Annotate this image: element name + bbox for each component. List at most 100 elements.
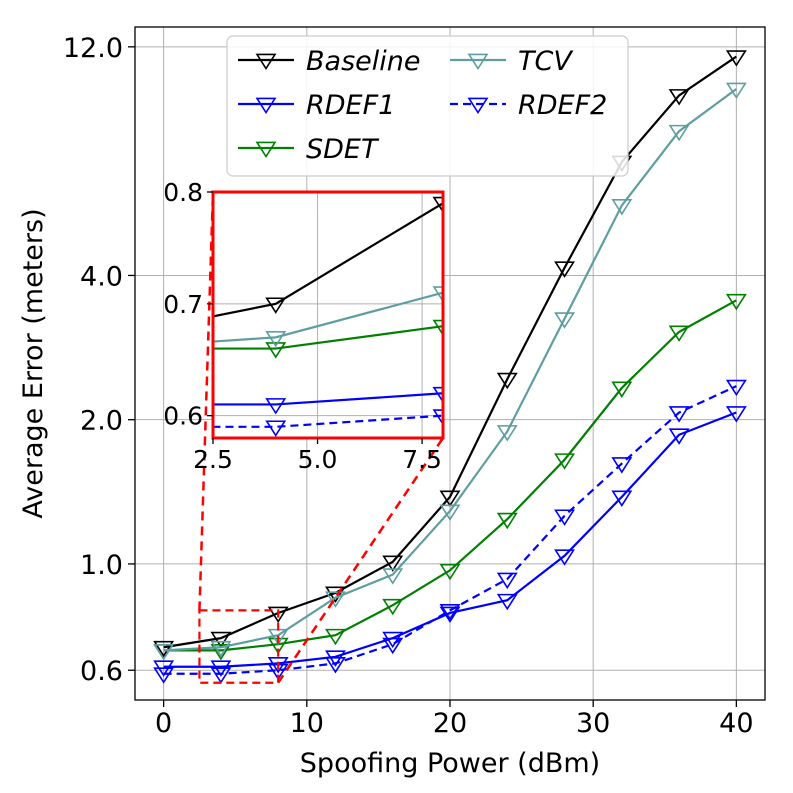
inset-series-rdef1 [213,386,443,415]
legend-label: RDEF2 [518,90,607,121]
series-line-baseline [163,55,737,649]
legend-item-baseline: Baseline [238,46,420,77]
legend-marker [255,97,277,115]
inset-series-sdet [213,287,619,359]
legend-item-rdef2: RDEF2 [450,90,607,121]
series-line-tcv [163,88,738,652]
data-point-rdef2 [554,509,576,526]
data-point-baseline [153,640,175,658]
zoom-region-box [198,609,280,684]
main-series-group [153,50,747,684]
data-point-rdef1 [611,490,633,507]
series-tcv [153,82,747,661]
data-point-tcv [382,568,404,585]
data-point-sdet [496,512,518,530]
data-point-sdet [382,598,404,616]
data-point-baseline [324,586,346,603]
data-point-tcv [668,124,690,142]
inset-data-point-rdef1 [265,398,287,415]
inset-x-tick-label: 5.0 [298,445,338,474]
inset-series-line-baseline [213,201,443,318]
inset-frame [211,190,445,440]
inset-series-group [99,196,619,437]
inset-data-point-baseline [99,332,117,346]
y-tick-label: 1.0 [80,550,123,581]
inset-series-line-rdef1 [213,392,443,406]
y-tick-label: 4.0 [80,261,123,292]
legend-marker [467,53,489,71]
x-tick-label: 30 [576,708,610,739]
inset-data-point-tcv [99,343,117,357]
data-point-sdet [611,381,633,398]
inset-series-baseline [99,196,443,346]
legend-marker [467,97,489,115]
legend-item-sdet: SDET [238,134,380,165]
data-point-tcv [725,82,747,100]
data-point-baseline [439,490,461,507]
data-point-rdef2 [668,406,690,423]
inset-series-tcv [99,286,443,357]
legend-marker [255,141,277,159]
inset-series-rdef2 [213,409,443,437]
inset-series-line-rdef2 [213,414,443,428]
data-point-tcv [324,591,346,608]
inset-y-tick-label: 0.7 [163,290,203,319]
x-axis-ticks: 0 10 20 30 40 [155,700,754,739]
data-point-sdet [725,293,747,311]
data-point-rdef2 [725,379,747,397]
legend-label: RDEF1 [306,90,395,121]
inset-y-tick-label: 0.8 [163,178,203,207]
y-tick-label: 0.6 [80,656,123,687]
inset-data-point-tcv [265,330,287,348]
data-point-tcv [153,644,175,661]
data-point-tcv [496,425,518,442]
data-point-sdet [210,644,232,661]
data-point-tcv [210,640,232,658]
data-point-sdet [554,453,576,470]
inset-data-point-baseline [432,196,443,214]
inset-data-point-sdet [601,287,619,301]
inset-series-line-sdet [213,325,443,350]
data-point-rdef1 [725,406,747,423]
x-tick-label: 10 [290,708,324,739]
y-tick-label: 2.0 [80,406,123,437]
inset-data-point-tcv [432,286,443,303]
data-point-rdef2 [496,572,518,590]
inset-zoom-panel: 2.5 5.0 7.5 0.6 0.7 0.8 [99,178,619,474]
series-line-rdef2 [163,385,737,675]
series-sdet [153,293,747,661]
inset-x-tick-label: 7.5 [402,445,442,474]
inset-background [213,192,443,438]
legend-box [226,35,629,177]
x-axis-label: Spoofing Power (dBm) [300,748,600,779]
data-point-rdef1 [668,428,690,445]
data-point-baseline [554,261,576,278]
data-point-sdet [439,563,461,581]
legend-marker [255,53,277,71]
data-point-rdef2 [611,457,633,474]
data-point-sdet [324,628,346,646]
data-point-rdef1 [382,631,404,649]
data-point-baseline [496,372,518,390]
series-baseline [153,50,747,658]
legend-item-rdef1: RDEF1 [238,90,395,121]
inset-data-point-rdef2 [432,409,443,426]
data-point-rdef2 [153,667,175,684]
inset-data-point-sdet [265,342,287,359]
data-point-tcv [439,504,461,521]
y-axis-label: Average Error (meters) [18,208,49,518]
inset-data-point-baseline [265,297,287,314]
data-point-rdef2 [324,657,346,674]
data-point-rdef1 [496,593,518,611]
zoom-indicator [198,191,445,684]
zoom-connector-line [198,191,215,611]
data-point-rdef2 [210,667,232,684]
data-point-rdef1 [554,549,576,566]
x-tick-label: 0 [155,708,172,739]
legend: Baseline TCV RDEF1 RDEF2 SDET [226,35,629,177]
data-point-tcv [554,312,576,329]
data-point-sdet [668,325,690,342]
inset-x-tick-label: 2.5 [193,445,233,474]
x-tick-label: 40 [719,708,753,739]
